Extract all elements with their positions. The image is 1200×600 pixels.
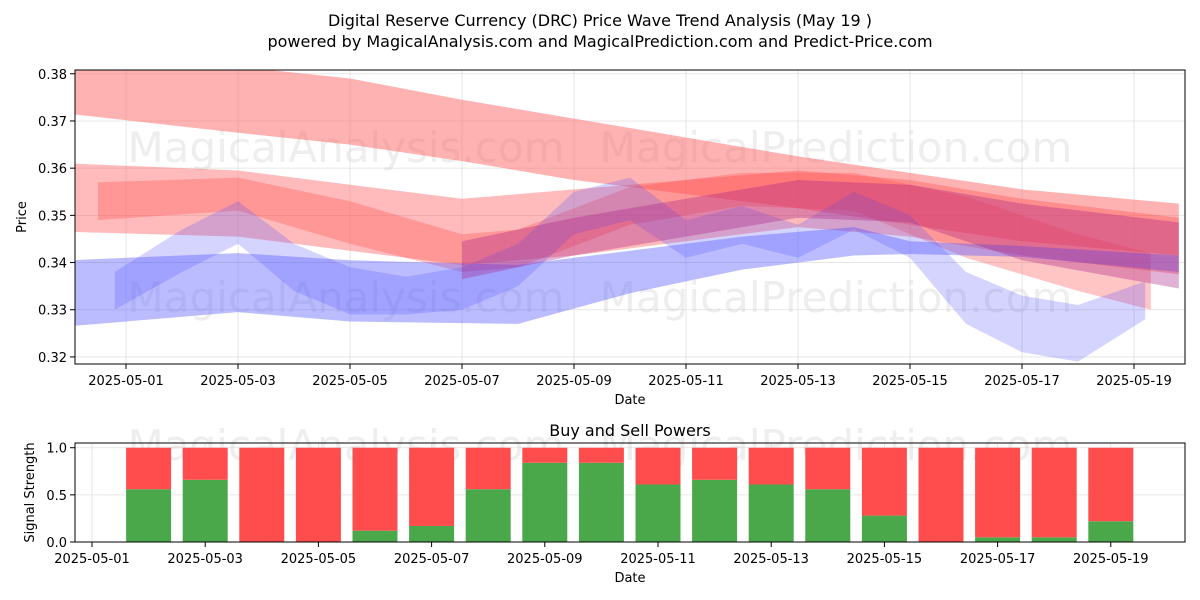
y-tick-label: 0.0 (46, 536, 67, 551)
x-tick-label: 2025-05-09 (507, 552, 583, 567)
buy-bar (409, 525, 455, 542)
buy-bar (861, 515, 907, 542)
x-tick-label: 2025-05-05 (281, 552, 357, 567)
wave-band-red-wave-inner (98, 172, 1151, 310)
wave-bands (75, 70, 1179, 362)
y-tick-label: 0.38 (38, 68, 67, 83)
x-axis-label: Date (614, 393, 645, 408)
y-tick-label: 0.32 (38, 351, 67, 366)
watermark-text: MagicalPrediction.com (600, 123, 1073, 172)
wave-band-purple-wave (462, 180, 1179, 289)
x-tick-label: 2025-05-11 (648, 374, 724, 389)
x-tick-label: 2025-05-15 (872, 374, 948, 389)
watermark-text: MagicalPrediction.com (600, 273, 1073, 322)
x-tick-label: 2025-05-07 (424, 374, 500, 389)
wave-band-blue-wave-osc (114, 177, 1146, 362)
y-tick-label: 0.36 (38, 162, 67, 177)
sell-bar (975, 447, 1021, 538)
figure-subtitle: powered by MagicalAnalysis.com and Magic… (267, 32, 932, 51)
x-tick-label: 2025-05-07 (394, 552, 470, 567)
sell-bar (409, 447, 455, 526)
buy-bar (182, 479, 228, 542)
x-tick-label: 2025-05-09 (536, 374, 612, 389)
y-tick-label: 1.0 (46, 442, 67, 457)
x-tick-label: 2025-05-19 (1073, 552, 1149, 567)
price-wave-chart: MagicalAnalysis.com MagicalPrediction.com… (15, 68, 1186, 408)
sell-bar (1031, 447, 1077, 538)
sell-bar (182, 447, 228, 480)
x-tick-label: 2025-05-15 (847, 552, 923, 567)
sell-bar (352, 447, 398, 531)
x-tick-label: 2025-05-01 (54, 552, 130, 567)
wave-band-red-wave-mid (75, 163, 1179, 275)
buy-bar (465, 489, 511, 542)
sell-bar (918, 447, 964, 542)
buy-bar (522, 462, 568, 542)
x-tick-label: 2025-05-11 (620, 552, 696, 567)
sell-bar (239, 447, 285, 542)
y-tick-label: 0.34 (38, 257, 67, 272)
buy-bar (692, 479, 738, 542)
plot-frame (74, 69, 1186, 365)
y-tick-label: 0.5 (46, 489, 67, 504)
x-tick-label: 2025-05-01 (88, 374, 164, 389)
x-tick-label: 2025-05-05 (312, 374, 388, 389)
sell-bar (126, 447, 172, 490)
x-tick-label: 2025-05-03 (167, 552, 243, 567)
buy-bar (578, 462, 624, 542)
sell-bar (692, 447, 738, 480)
x-tick-label: 2025-05-19 (1096, 374, 1172, 389)
buy-bar (635, 484, 681, 542)
sell-bar (465, 447, 511, 490)
buy-bar (126, 489, 172, 542)
y-tick-label: 0.35 (38, 209, 67, 224)
wave-band-red-wave-upper (75, 70, 1179, 256)
watermark-text: MagicalAnalysis.com (128, 273, 565, 322)
x-tick-label: 2025-05-13 (760, 374, 836, 389)
x-tick-label: 2025-05-17 (960, 552, 1036, 567)
plot-frame (74, 442, 1186, 543)
x-tick-label: 2025-05-13 (733, 552, 809, 567)
sell-bar (748, 447, 794, 485)
sell-bar (295, 447, 341, 542)
buy-bar (1088, 521, 1134, 542)
bottom-chart-title: Buy and Sell Powers (549, 421, 711, 440)
y-axis-label: Signal Strength (23, 442, 38, 542)
sell-bar (1088, 447, 1134, 522)
buy-sell-powers-chart: MagicalAnalysis.com MagicalPrediction.com… (23, 421, 1186, 586)
x-tick-label: 2025-05-17 (984, 374, 1060, 389)
y-tick-label: 0.33 (38, 304, 67, 319)
sell-bar (805, 447, 851, 490)
x-tick-label: 2025-05-03 (200, 374, 276, 389)
sell-bar (861, 447, 907, 516)
buy-bar (975, 537, 1021, 542)
wave-band-blue-wave-wide (75, 227, 1179, 326)
watermark-text: MagicalAnalysis.com (128, 123, 565, 172)
buy-bar (805, 489, 851, 542)
buy-bar (352, 530, 398, 542)
sell-bar (578, 447, 624, 463)
buy-bar (1031, 537, 1077, 542)
figure-title: Digital Reserve Currency (DRC) Price Wav… (328, 11, 872, 30)
buy-bar (748, 484, 794, 542)
sell-bar (522, 447, 568, 463)
sell-bar (635, 447, 681, 485)
y-tick-label: 0.37 (38, 115, 67, 130)
y-axis-label: Price (15, 201, 30, 233)
x-axis-label: Date (614, 571, 645, 586)
